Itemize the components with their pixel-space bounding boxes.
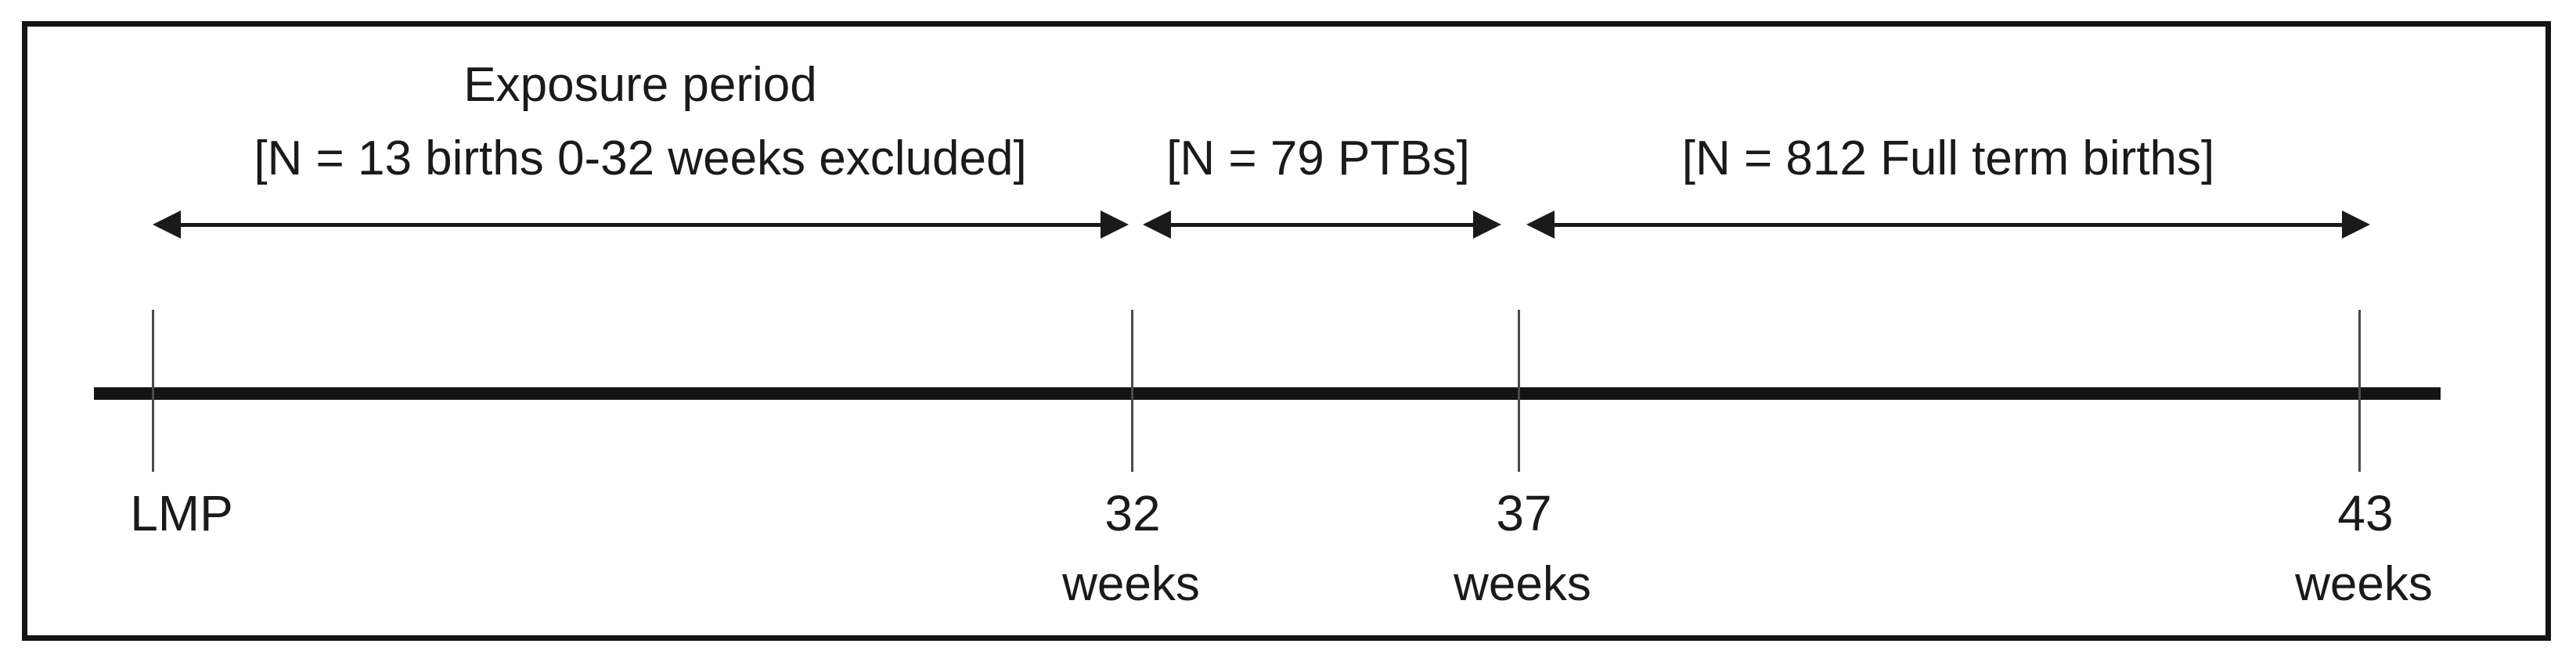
tick-unit-37: weeks [1454, 557, 1591, 611]
tick-37-weeks [1518, 310, 1520, 472]
segment-label-ptb: [N = 79 PTBs] [1166, 131, 1470, 185]
tick-label-lmp: LMP [130, 485, 233, 541]
tick-lmp [152, 310, 154, 472]
timeline-axis [94, 387, 2441, 400]
right-arrowhead-icon [1473, 210, 1501, 239]
exposure-period-title: Exposure period [463, 58, 817, 112]
tick-32-weeks [1131, 310, 1133, 472]
segment-label-fullterm: [N = 812 Full term births] [1681, 131, 2215, 185]
right-arrowhead-icon [2342, 210, 2370, 239]
tick-label-37: 37 [1496, 485, 1552, 541]
range-arrow-ptb [1143, 210, 1501, 239]
arrow-line [1548, 223, 2348, 227]
arrow-line [1165, 223, 1479, 227]
tick-label-32: 32 [1104, 485, 1161, 541]
range-arrow-exposure [153, 210, 1129, 239]
tick-43-weeks [2358, 310, 2361, 472]
figure-frame [22, 21, 2551, 641]
tick-unit-43: weeks [2295, 557, 2433, 611]
segment-label-excluded: [N = 13 births 0-32 weeks excluded] [254, 131, 1027, 185]
tick-unit-32: weeks [1062, 557, 1200, 611]
range-arrow-fullterm [1526, 210, 2370, 239]
tick-label-43: 43 [2337, 485, 2394, 541]
arrow-line [175, 223, 1107, 227]
right-arrowhead-icon [1101, 210, 1129, 239]
